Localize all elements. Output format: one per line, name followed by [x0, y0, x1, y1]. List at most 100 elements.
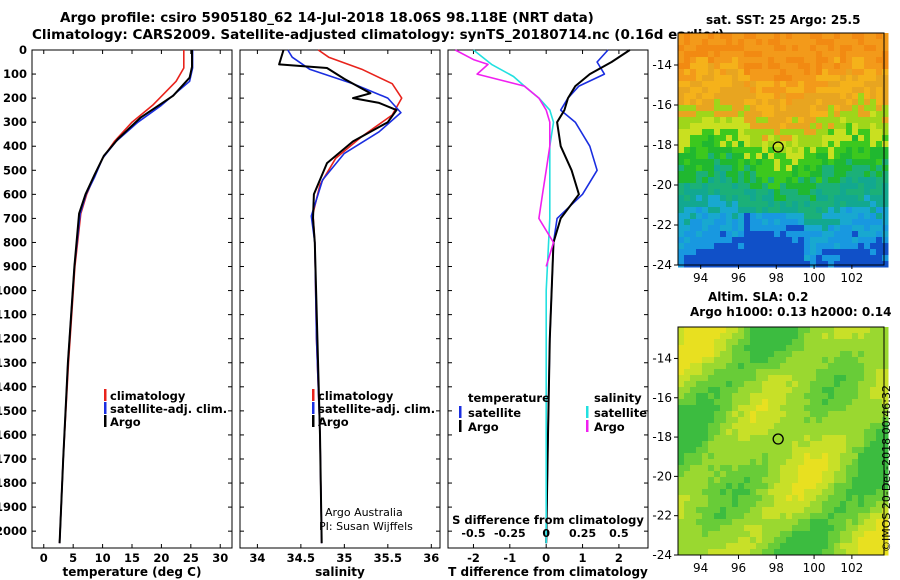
heatmap-cell: [732, 393, 739, 400]
heatmap-cell: [780, 507, 787, 514]
heatmap-cell: [702, 495, 709, 502]
heatmap-cell: [786, 423, 793, 430]
heatmap-cell: [858, 129, 865, 136]
heatmap-cell: [876, 423, 883, 430]
heatmap-cell: [882, 525, 889, 532]
heatmap-cell: [702, 399, 709, 406]
heatmap-cell: [780, 537, 787, 544]
heatmap-cell: [840, 219, 847, 226]
heatmap-cell: [696, 57, 703, 64]
heatmap-cell: [714, 501, 721, 508]
heatmap-cell: [804, 339, 811, 346]
heatmap-cell: [864, 435, 871, 442]
heatmap-cell: [756, 369, 763, 376]
heatmap-cell: [840, 33, 847, 40]
heatmap-cell: [684, 45, 691, 52]
heatmap-cell: [870, 33, 877, 40]
depth-tick-label: 800: [3, 235, 27, 249]
heatmap-cell: [690, 429, 697, 436]
heatmap-cell: [864, 159, 871, 166]
heatmap-cell: [828, 141, 835, 148]
heatmap-cell: [708, 477, 715, 484]
heatmap-cell: [732, 171, 739, 178]
heatmap-cell: [780, 45, 787, 52]
heatmap-cell: [690, 543, 697, 550]
heatmap-cell: [876, 231, 883, 238]
heatmap-cell: [732, 57, 739, 64]
heatmap-cell: [738, 465, 745, 472]
heatmap-cell: [804, 117, 811, 124]
heatmap-cell: [714, 249, 721, 256]
heatmap-cell: [762, 171, 769, 178]
heatmap-cell: [792, 129, 799, 136]
heatmap-cell: [702, 171, 709, 178]
heatmap-cell: [834, 375, 841, 382]
heatmap-cell: [798, 483, 805, 490]
heatmap-cell: [678, 237, 685, 244]
heatmap-cell: [702, 105, 709, 112]
heatmap-cell: [786, 177, 793, 184]
heatmap-cell: [804, 375, 811, 382]
heatmap-cell: [738, 207, 745, 214]
heatmap-cell: [714, 207, 721, 214]
heatmap-cell: [732, 135, 739, 142]
heatmap-cell: [876, 429, 883, 436]
heatmap-cell: [870, 237, 877, 244]
heatmap-cell: [696, 399, 703, 406]
heatmap-cell: [696, 441, 703, 448]
heatmap-cell: [876, 69, 883, 76]
heatmap-cell: [708, 219, 715, 226]
heatmap-cell: [720, 207, 727, 214]
heatmap-cell: [864, 423, 871, 430]
heatmap-cell: [846, 141, 853, 148]
heatmap-cell: [816, 369, 823, 376]
heatmap-cell: [690, 183, 697, 190]
heatmap-cell: [858, 189, 865, 196]
heatmap-cell: [846, 339, 853, 346]
heatmap-cell: [882, 489, 889, 496]
heatmap-cell: [702, 93, 709, 100]
heatmap-cell: [756, 135, 763, 142]
heatmap-cell: [714, 189, 721, 196]
heatmap-cell: [816, 531, 823, 538]
heatmap-cell: [690, 519, 697, 526]
heatmap-cell: [684, 507, 691, 514]
heatmap-cell: [834, 201, 841, 208]
heatmap-cell: [870, 75, 877, 82]
heatmap-cell: [804, 99, 811, 106]
heatmap-cell: [792, 165, 799, 172]
heatmap-cell: [804, 189, 811, 196]
heatmap-cell: [816, 543, 823, 550]
heatmap-cell: [834, 33, 841, 40]
heatmap-cell: [780, 483, 787, 490]
heatmap-cell: [870, 447, 877, 454]
heatmap-cell: [810, 159, 817, 166]
heatmap-cell: [792, 399, 799, 406]
heatmap-cell: [768, 513, 775, 520]
heatmap-cell: [702, 513, 709, 520]
heatmap-cell: [828, 363, 835, 370]
heatmap-cell: [882, 357, 889, 364]
heatmap-cell: [750, 129, 757, 136]
heatmap-cell: [738, 435, 745, 442]
heatmap-cell: [726, 165, 733, 172]
heatmap-cell: [858, 39, 865, 46]
heatmap-cell: [708, 543, 715, 550]
heatmap-cell: [816, 549, 823, 556]
heatmap-cell: [840, 81, 847, 88]
heatmap-cell: [774, 531, 781, 538]
heatmap-cell: [858, 75, 865, 82]
heatmap-cell: [762, 459, 769, 466]
heatmap-cell: [834, 363, 841, 370]
heatmap-cell: [798, 201, 805, 208]
heatmap-cell: [774, 339, 781, 346]
heatmap-cell: [816, 33, 823, 40]
heatmap-cell: [696, 237, 703, 244]
heatmap-cell: [738, 375, 745, 382]
heatmap-cell: [708, 93, 715, 100]
heatmap-cell: [696, 177, 703, 184]
heatmap-cell: [702, 525, 709, 532]
heatmap-cell: [702, 387, 709, 394]
heatmap-cell: [756, 363, 763, 370]
heatmap-cell: [678, 93, 685, 100]
